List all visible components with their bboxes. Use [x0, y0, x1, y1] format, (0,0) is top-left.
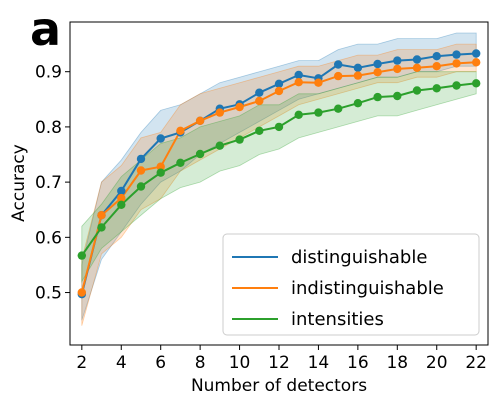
data-point [412, 86, 422, 95]
x-tick-label: 10 [229, 353, 251, 373]
data-point [432, 52, 441, 61]
data-point [156, 134, 165, 143]
data-point [452, 81, 461, 90]
x-axis-ticks: 2 4 6 8 10 12 14 16 18 20 22 [76, 345, 487, 373]
x-tick-label: 14 [308, 353, 330, 373]
legend-entry-0: distinguishable [291, 247, 427, 268]
data-point [472, 58, 481, 67]
legend-entry-2: intensities [291, 309, 384, 330]
data-point [314, 108, 323, 117]
data-point [117, 200, 126, 209]
x-axis-label: Number of detectors [191, 376, 367, 396]
data-point [274, 86, 284, 96]
data-point [235, 102, 244, 112]
data-point [255, 96, 264, 106]
data-point [255, 126, 264, 135]
data-point [117, 186, 126, 196]
data-point [294, 110, 303, 120]
data-point [452, 50, 461, 59]
data-point [432, 61, 441, 71]
x-tick-label: 22 [465, 353, 487, 373]
data-point [215, 108, 224, 117]
data-point [373, 92, 382, 102]
data-point [452, 59, 461, 68]
data-point [235, 135, 244, 144]
data-point [195, 116, 205, 126]
x-tick-label: 16 [347, 353, 369, 373]
data-point [412, 55, 422, 64]
legend-box [222, 233, 480, 336]
data-point [274, 122, 284, 132]
data-point [136, 154, 146, 164]
data-point [77, 288, 87, 297]
series-markers [77, 49, 481, 299]
y-axis-label: Accuracy [9, 144, 29, 222]
x-tick-label: 20 [426, 353, 448, 373]
data-point [373, 68, 382, 77]
x-tick-label: 2 [76, 353, 87, 373]
data-point [334, 71, 343, 81]
data-point [176, 158, 185, 167]
data-point [77, 251, 87, 260]
data-point [195, 149, 205, 159]
y-tick-label: 0.7 [35, 173, 62, 193]
data-point [255, 88, 264, 97]
legend-entry-1: indistinguishable [291, 278, 444, 299]
data-point [373, 59, 382, 69]
data-point [136, 166, 146, 175]
data-point [176, 126, 185, 135]
data-point [353, 71, 363, 80]
data-point [274, 79, 284, 89]
data-point [215, 141, 224, 150]
data-point [314, 78, 323, 87]
data-point [472, 49, 481, 58]
y-tick-label: 0.6 [35, 228, 62, 248]
data-point [353, 99, 363, 108]
data-point [136, 182, 146, 191]
y-axis-ticks: 0.5 0.6 0.7 0.8 0.9 [35, 63, 70, 304]
confidence-band-1 [81, 43, 477, 326]
x-tick-label: 8 [195, 353, 206, 373]
y-tick-label: 0.9 [35, 63, 62, 83]
data-point [97, 211, 106, 220]
data-point [393, 56, 402, 65]
data-point [334, 60, 343, 69]
legend: distinguishable indistinguishable intensit… [222, 233, 480, 336]
y-tick-label: 0.5 [35, 284, 62, 304]
data-point [294, 70, 303, 80]
data-point [432, 84, 441, 93]
data-point [472, 79, 481, 88]
x-tick-label: 18 [386, 353, 408, 373]
data-point [334, 104, 343, 113]
data-point [393, 91, 402, 101]
data-point [156, 162, 165, 171]
data-point [353, 63, 363, 72]
x-tick-label: 12 [268, 353, 290, 373]
data-point [117, 193, 126, 203]
data-point [97, 223, 106, 232]
x-tick-label: 6 [155, 353, 166, 373]
y-tick-label: 0.8 [35, 118, 62, 138]
data-point [412, 63, 422, 72]
data-point [294, 78, 303, 87]
panel-label: a [30, 2, 61, 56]
data-point [156, 168, 165, 177]
x-tick-label: 4 [116, 353, 127, 373]
data-point [393, 64, 402, 74]
